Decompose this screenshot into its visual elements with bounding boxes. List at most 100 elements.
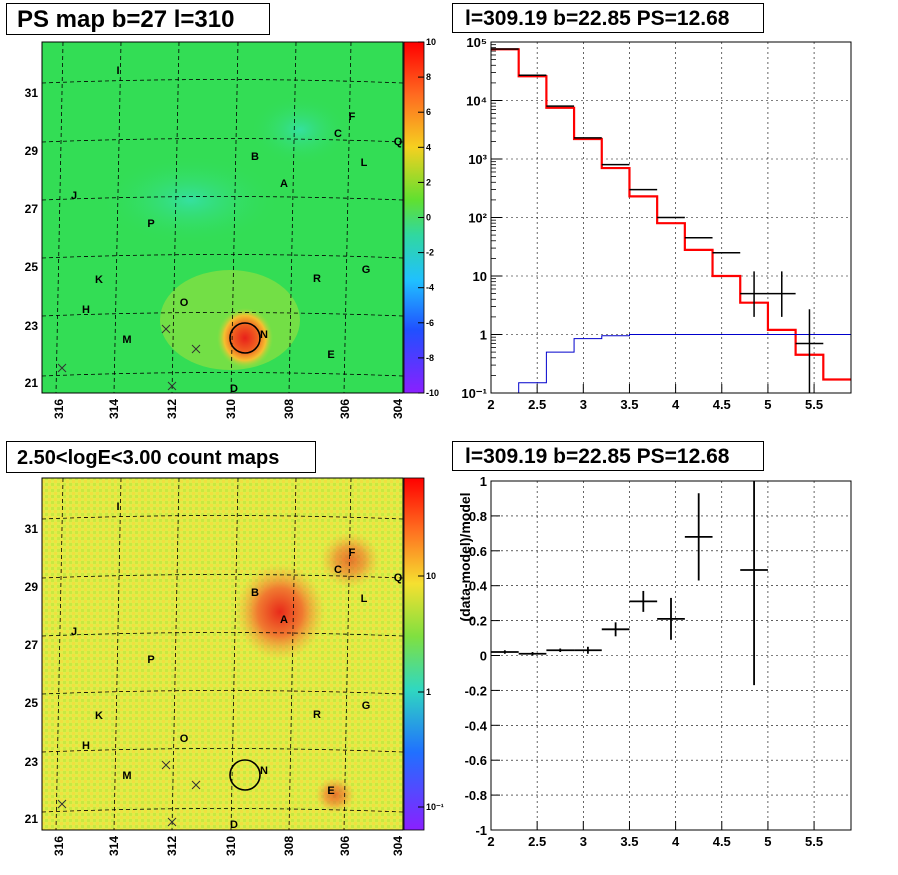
ps-map-grid [41, 41, 404, 394]
source-label-n: N [260, 765, 268, 777]
map-lon-tick-label: 310 [224, 836, 238, 856]
residual-x-tick-label: 2 [487, 834, 494, 849]
source-label-l: L [361, 157, 368, 169]
ps-map-title: PS map b=27 l=310 [6, 3, 270, 35]
spectrum-axes: 2 2.5 3 3.5 4 4.5 5 5.5 10⁻¹ 1 10 10² 10³ 10⁴ 10⁵ [461, 35, 852, 412]
map-lon-tick-label: 314 [107, 836, 121, 856]
map-lat-tick-label: 21 [25, 376, 39, 390]
map-lon-tick-label: 310 [224, 399, 238, 419]
spectrum-x-tick-label: 2.5 [528, 397, 546, 412]
count-map-source-labels: I FC Q B L A J P K G R H O N M E D [57, 501, 403, 831]
source-label-d: D [230, 383, 238, 395]
residual-y-tick-label: -0.8 [465, 788, 487, 803]
spectrum-y-tick-label: 10² [468, 211, 487, 226]
source-label-a: A [280, 614, 288, 626]
count-map-hotspot [235, 564, 325, 660]
map-grid-meridian [343, 41, 352, 394]
residual-y-tick-label: 1 [480, 474, 487, 489]
map-lon-tick-label: 314 [107, 399, 121, 419]
source-label-h: H [82, 304, 90, 316]
count-map-hotspot [320, 532, 380, 588]
map-lon-tick-label: 316 [52, 399, 66, 419]
source-label-f: F [349, 547, 356, 559]
colorbar-tick-label: 1 [426, 687, 431, 697]
source-label-o: O [180, 733, 189, 745]
colorbar-tick-label: 0 [426, 213, 431, 223]
colorbar-tick-label: -10 [426, 388, 439, 398]
count-map-colorbar [404, 478, 424, 830]
count-map-title: 2.50<logE<3.00 count maps [6, 441, 316, 473]
residual-x-tick-label: 4.5 [713, 834, 731, 849]
colorbar-frame [403, 477, 425, 831]
ps-map-source-circle [229, 322, 261, 354]
spectrum-x-tick-label: 3 [580, 397, 587, 412]
colorbar-tick-label: 8 [426, 72, 431, 82]
colorbar-frame [403, 41, 425, 394]
source-label-r: R [313, 273, 321, 285]
source-label-m: M [122, 770, 131, 782]
residual-title: l=309.19 b=22.85 PS=12.68 [452, 441, 764, 471]
source-label-q: Q [394, 136, 403, 148]
residual-x-tick-label: 2.5 [528, 834, 546, 849]
map-lat-tick-label: 25 [25, 260, 39, 274]
count-map-source-circle [229, 759, 261, 791]
source-label-d: D [230, 819, 238, 831]
residual-axes: 2 2.5 3 3.5 4 4.5 5 5.5 -1 -0.8 -0.6 -0.4 -0.2 0 0.2 0.… [465, 474, 852, 849]
ps-map-cyan-region [250, 95, 350, 165]
residual-plot [491, 481, 768, 686]
residual-y-tick-label: 0.8 [469, 509, 487, 524]
map-grid-meridian [113, 41, 122, 394]
colorbar-tick-label: 10⁻¹ [426, 802, 444, 812]
ps-map-hotspot [217, 308, 273, 368]
count-map-frame [41, 477, 404, 831]
source-label-j: J [71, 190, 77, 202]
spectrum-panel: 2 2.5 3 3.5 4 4.5 5 5.5 10⁻¹ 1 10 10² 10³ 10⁴ 10⁵ [461, 35, 852, 412]
spectrum-y-tick-label: 10⁴ [466, 94, 487, 109]
residual-y-tick-label: -0.2 [465, 683, 487, 698]
count-map-grid [41, 477, 404, 831]
spectrum-plot [491, 48, 851, 394]
map-grid-meridian [171, 477, 180, 831]
count-map-background [42, 478, 403, 830]
residual-y-tick-label: -0.4 [465, 718, 488, 733]
colorbar-tick-label: 10 [426, 37, 436, 47]
map-grid-meridian [343, 477, 352, 831]
ps-map-frame [41, 41, 404, 394]
source-marker-x [57, 363, 67, 373]
spectrum-y-tick-label: 10 [473, 269, 487, 284]
map-grid-meridian [171, 41, 180, 394]
source-label-g: G [362, 264, 371, 276]
map-lat-tick-label: 31 [25, 86, 39, 100]
source-label-m: M [122, 334, 131, 346]
count-map-colorbar-ticks: 10 1 10⁻¹ [403, 477, 444, 831]
spectrum-title: l=309.19 b=22.85 PS=12.68 [452, 3, 764, 33]
map-grid-meridian [230, 477, 239, 831]
source-label-l: L [361, 593, 368, 605]
ps-map-colorbar [404, 42, 424, 393]
residual-x-tick-label: 4 [672, 834, 680, 849]
spectrum-x-tick-label: 3.5 [620, 397, 638, 412]
source-label-c: C [334, 564, 342, 576]
source-label-e: E [327, 349, 334, 361]
spectrum-x-tick-label: 4.5 [713, 397, 731, 412]
source-label-q: Q [394, 572, 403, 584]
residual-x-tick-label: 3 [580, 834, 587, 849]
spectrum-axis-frame [490, 41, 852, 394]
source-label-g: G [362, 700, 371, 712]
map-lat-tick-label: 29 [25, 580, 39, 594]
map-lat-tick-label: 21 [25, 812, 39, 826]
map-lat-tick-label: 25 [25, 696, 39, 710]
map-lon-tick-label: 316 [52, 836, 66, 856]
residual-y-tick-label: 0 [480, 649, 487, 664]
colorbar-tick-label: 6 [426, 107, 431, 117]
source-label-c: C [334, 128, 342, 140]
colorbar-tick-label: 10 [426, 571, 436, 581]
source-marker-x [57, 799, 67, 809]
residual-x-tick-label: 5 [764, 834, 771, 849]
spectrum-model-line [491, 48, 851, 381]
map-lon-tick-label: 306 [338, 836, 352, 856]
map-grid-meridian [288, 477, 297, 831]
source-label-e: E [327, 785, 334, 797]
source-label-j: J [71, 626, 77, 638]
